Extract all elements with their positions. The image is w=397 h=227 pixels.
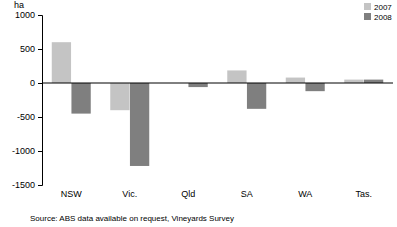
y-tick: 500 [20, 44, 42, 54]
y-tick: 1000 [15, 10, 42, 20]
y-tick-mark [38, 83, 42, 84]
x-tick-label: SA [241, 189, 253, 199]
bars [52, 42, 383, 166]
y-tick-mark [38, 185, 42, 186]
legend-swatch [364, 3, 371, 10]
legend-label: 2007 [374, 3, 392, 12]
legend: 20072008 [364, 3, 392, 22]
y-tick: -1000 [12, 146, 42, 156]
y-tick: -500 [17, 112, 42, 122]
y-tick: -1500 [12, 180, 42, 190]
legend-swatch [364, 13, 371, 20]
bar [227, 70, 246, 83]
source: Source: ABS data available on request, V… [30, 214, 234, 223]
x-tick: NSW [61, 185, 83, 199]
y-tick: 0 [30, 78, 42, 88]
x-tick-label: Tas. [355, 189, 372, 199]
x-tick: Vic. [122, 185, 137, 199]
x-tick: WA [298, 185, 312, 199]
y-tick-mark [38, 15, 42, 16]
x-tick: Qld [181, 185, 195, 199]
y-axis: -1500 -1000 -500 0 500 1000 [12, 10, 43, 190]
bar [110, 83, 129, 110]
bar [188, 83, 207, 87]
x-tick-label: WA [298, 189, 312, 199]
bar [52, 42, 71, 83]
y-label: ha [14, 0, 24, 10]
y-tick-label: 0 [30, 78, 35, 88]
x-tick-label: Vic. [122, 189, 137, 199]
legend-label: 2008 [374, 13, 392, 22]
bar [71, 83, 90, 114]
y-tick-label: -500 [17, 112, 35, 122]
y-axis-line [38, 16, 43, 186]
y-tick-mark [38, 117, 42, 118]
chart: -1500 -1000 -500 0 500 1000 NSW Vic. Qld SA WA Tas.… [0, 0, 397, 227]
x-tick-label: NSW [61, 189, 83, 199]
x-tick-label: Qld [181, 189, 195, 199]
bar [286, 78, 305, 83]
y-tick-label: 1000 [15, 10, 35, 20]
y-tick-label: -1500 [12, 180, 35, 190]
bar [305, 83, 324, 91]
x-axis: NSW Vic. Qld SA WA Tas. [61, 185, 372, 199]
y-tick-label: -1000 [12, 146, 35, 156]
bar [344, 80, 363, 83]
bar [247, 83, 266, 109]
y-tick-label: 500 [20, 44, 35, 54]
x-tick: Tas. [355, 185, 372, 199]
y-tick-mark [38, 151, 42, 152]
bar [364, 80, 383, 83]
x-tick: SA [241, 185, 253, 199]
zero-line [42, 83, 393, 84]
bar [130, 83, 149, 166]
y-tick-mark [38, 49, 42, 50]
